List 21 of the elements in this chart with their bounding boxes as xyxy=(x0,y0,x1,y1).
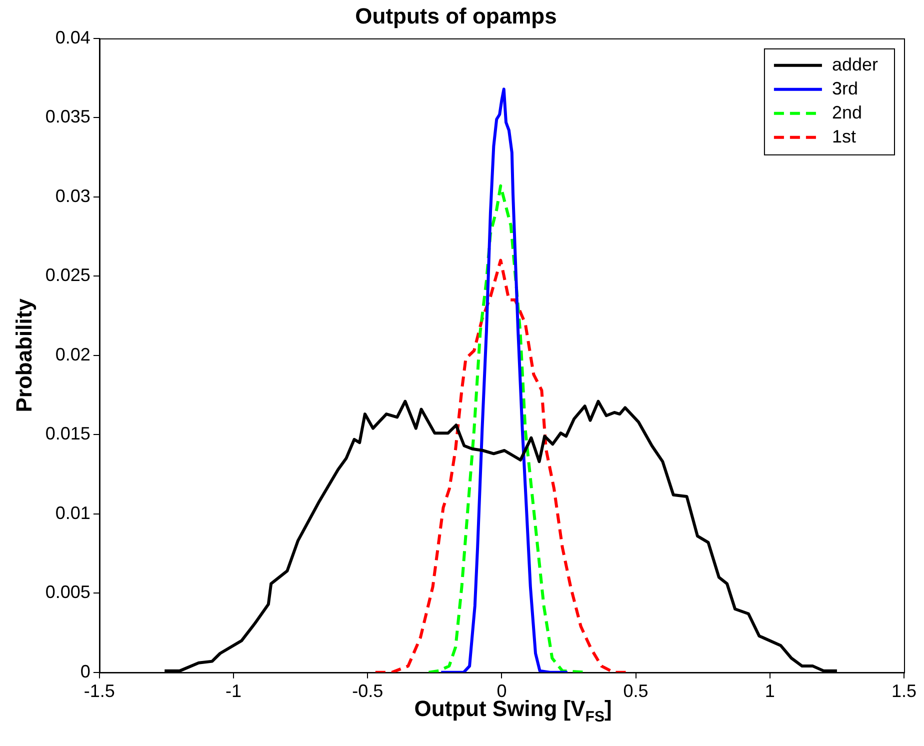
y-tick-label: 0.035 xyxy=(45,106,90,127)
x-tick-label: 1.5 xyxy=(891,681,917,702)
x-tick-label: 0.5 xyxy=(623,681,648,702)
legend-label: 2nd xyxy=(832,102,862,122)
x-tick-label: 1 xyxy=(764,681,775,702)
y-tick-label: 0.01 xyxy=(55,502,90,523)
legend-label: 3rd xyxy=(832,78,858,98)
legend-label: 1st xyxy=(832,126,856,146)
y-tick-label: 0.03 xyxy=(55,186,90,206)
x-tick-label: -1.5 xyxy=(84,681,115,702)
y-axis-title: Probability xyxy=(11,298,36,412)
y-tick-label: 0.015 xyxy=(45,424,90,444)
chart-title: Outputs of opamps xyxy=(355,3,557,28)
x-tick-label: -0.5 xyxy=(352,681,384,702)
y-tick-label: 0.04 xyxy=(55,27,90,48)
y-tick-label: 0.025 xyxy=(45,265,90,286)
y-tick-label: 0.02 xyxy=(55,344,90,364)
y-tick-label: 0 xyxy=(80,661,90,682)
x-tick-label: -1 xyxy=(226,681,242,702)
legend-label: adder xyxy=(832,54,878,74)
y-tick-label: 0.005 xyxy=(45,582,90,602)
